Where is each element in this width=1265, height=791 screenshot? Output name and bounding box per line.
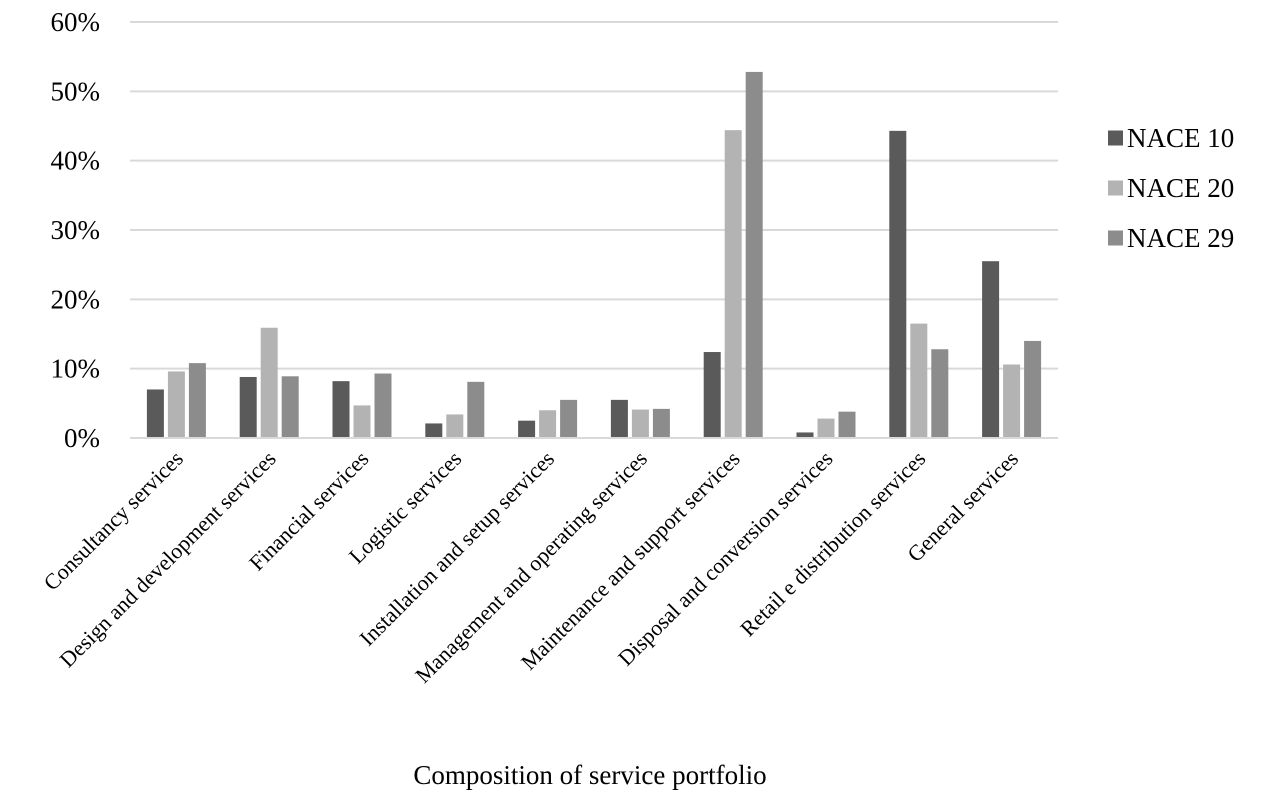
category-label: Retail e distribution services (735, 446, 930, 641)
legend-swatch (1108, 130, 1123, 146)
bar-nace-10 (239, 376, 257, 438)
y-tick-label: 40% (51, 146, 101, 176)
bar-nace-29 (931, 349, 949, 438)
bar-nace-10 (146, 389, 164, 438)
y-axis-ticks: 0% 10% 20% 30% 40% 50% 60% (51, 7, 101, 453)
y-tick-label: 30% (51, 215, 101, 245)
bar-nace-29 (1024, 340, 1042, 438)
legend-label: NACE 29 (1127, 223, 1234, 253)
bar-nace-20 (724, 130, 742, 438)
y-tick-label: 60% (51, 7, 101, 37)
legend-swatch (1108, 180, 1123, 196)
x-axis-title: Composition of service portfolio (413, 760, 766, 790)
gridlines (130, 21, 1058, 370)
bar-nace-29 (838, 411, 856, 438)
bar-nace-20 (539, 410, 557, 438)
bar-nace-20 (167, 371, 185, 438)
bar-nace-10 (332, 381, 350, 438)
bar-nace-10 (425, 423, 443, 438)
bar-nace-29 (745, 71, 763, 439)
bar-nace-10 (889, 130, 907, 438)
bar-nace-29 (467, 381, 485, 438)
bar-nace-29 (652, 408, 670, 438)
bar-nace-20 (260, 327, 278, 438)
bar-nace-29 (281, 376, 299, 438)
y-tick-label: 50% (51, 76, 101, 106)
bars (146, 71, 1042, 439)
y-tick-label: 10% (51, 354, 101, 384)
bar-nace-29 (560, 399, 578, 438)
bar-nace-20 (631, 409, 649, 438)
bar-nace-20 (1003, 364, 1021, 438)
bar-nace-20 (817, 418, 835, 438)
legend-label: NACE 10 (1127, 123, 1234, 153)
legend-label: NACE 20 (1127, 173, 1234, 203)
bar-nace-10 (982, 261, 1000, 438)
bar-nace-10 (703, 352, 721, 438)
y-tick-label: 0% (64, 423, 100, 453)
bar-nace-10 (610, 399, 628, 438)
bar-nace-10 (796, 432, 814, 438)
bar-nace-29 (374, 373, 392, 438)
bar-nace-20 (353, 405, 371, 438)
category-label: Installation and setup services (354, 446, 559, 651)
bar-nace-20 (910, 323, 928, 438)
bar-nace-10 (518, 420, 536, 438)
bar-nace-29 (188, 363, 206, 438)
legend: NACE 10 NACE 20 NACE 29 (1108, 123, 1234, 253)
legend-swatch (1108, 230, 1123, 246)
bar-nace-20 (446, 414, 464, 438)
y-tick-label: 20% (51, 284, 101, 314)
